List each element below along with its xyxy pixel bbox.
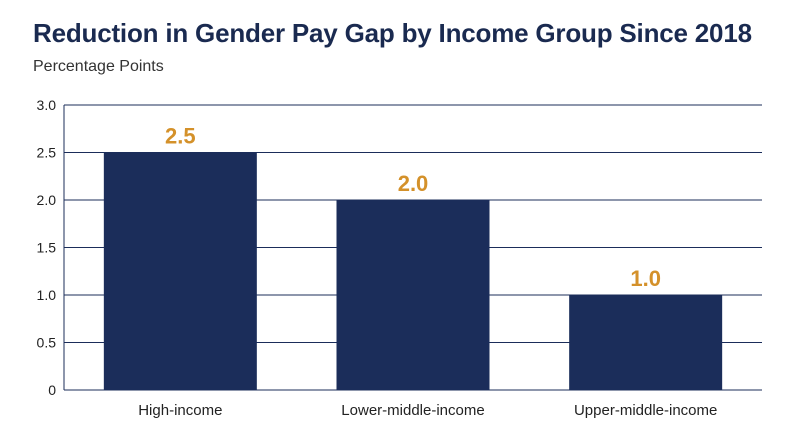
x-category-label: High-income xyxy=(138,402,222,419)
labels: 0 0.5 1.0 1.5 2.0 2.5 3.0 2.5 High-income 2.0 Lowe… xyxy=(37,97,718,419)
x-category-label: Upper-middle-income xyxy=(574,402,717,419)
y-tick-label: 2.5 xyxy=(37,145,57,161)
y-tick-label: 0 xyxy=(48,382,56,398)
bars xyxy=(103,152,723,390)
bar-value-label: 2.5 xyxy=(165,124,196,149)
chart-subtitle: Percentage Points xyxy=(33,58,164,75)
y-tick-label: 2.0 xyxy=(37,192,57,208)
y-tick-label: 1.5 xyxy=(37,240,57,256)
y-tick-label: 0.5 xyxy=(37,335,57,351)
bar xyxy=(336,200,490,390)
bar-value-label: 2.0 xyxy=(398,171,429,196)
bar xyxy=(569,295,723,390)
x-category-label: Lower-middle-income xyxy=(341,402,484,419)
y-tick-label: 3.0 xyxy=(37,97,57,113)
bar xyxy=(103,152,257,390)
y-tick-label: 1.0 xyxy=(37,287,57,303)
bar-value-label: 1.0 xyxy=(630,266,661,291)
chart-title: Reduction in Gender Pay Gap by Income Gr… xyxy=(33,18,752,48)
